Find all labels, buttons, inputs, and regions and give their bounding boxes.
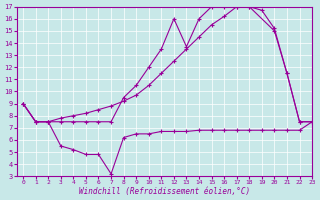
X-axis label: Windchill (Refroidissement éolien,°C): Windchill (Refroidissement éolien,°C) [79,187,250,196]
